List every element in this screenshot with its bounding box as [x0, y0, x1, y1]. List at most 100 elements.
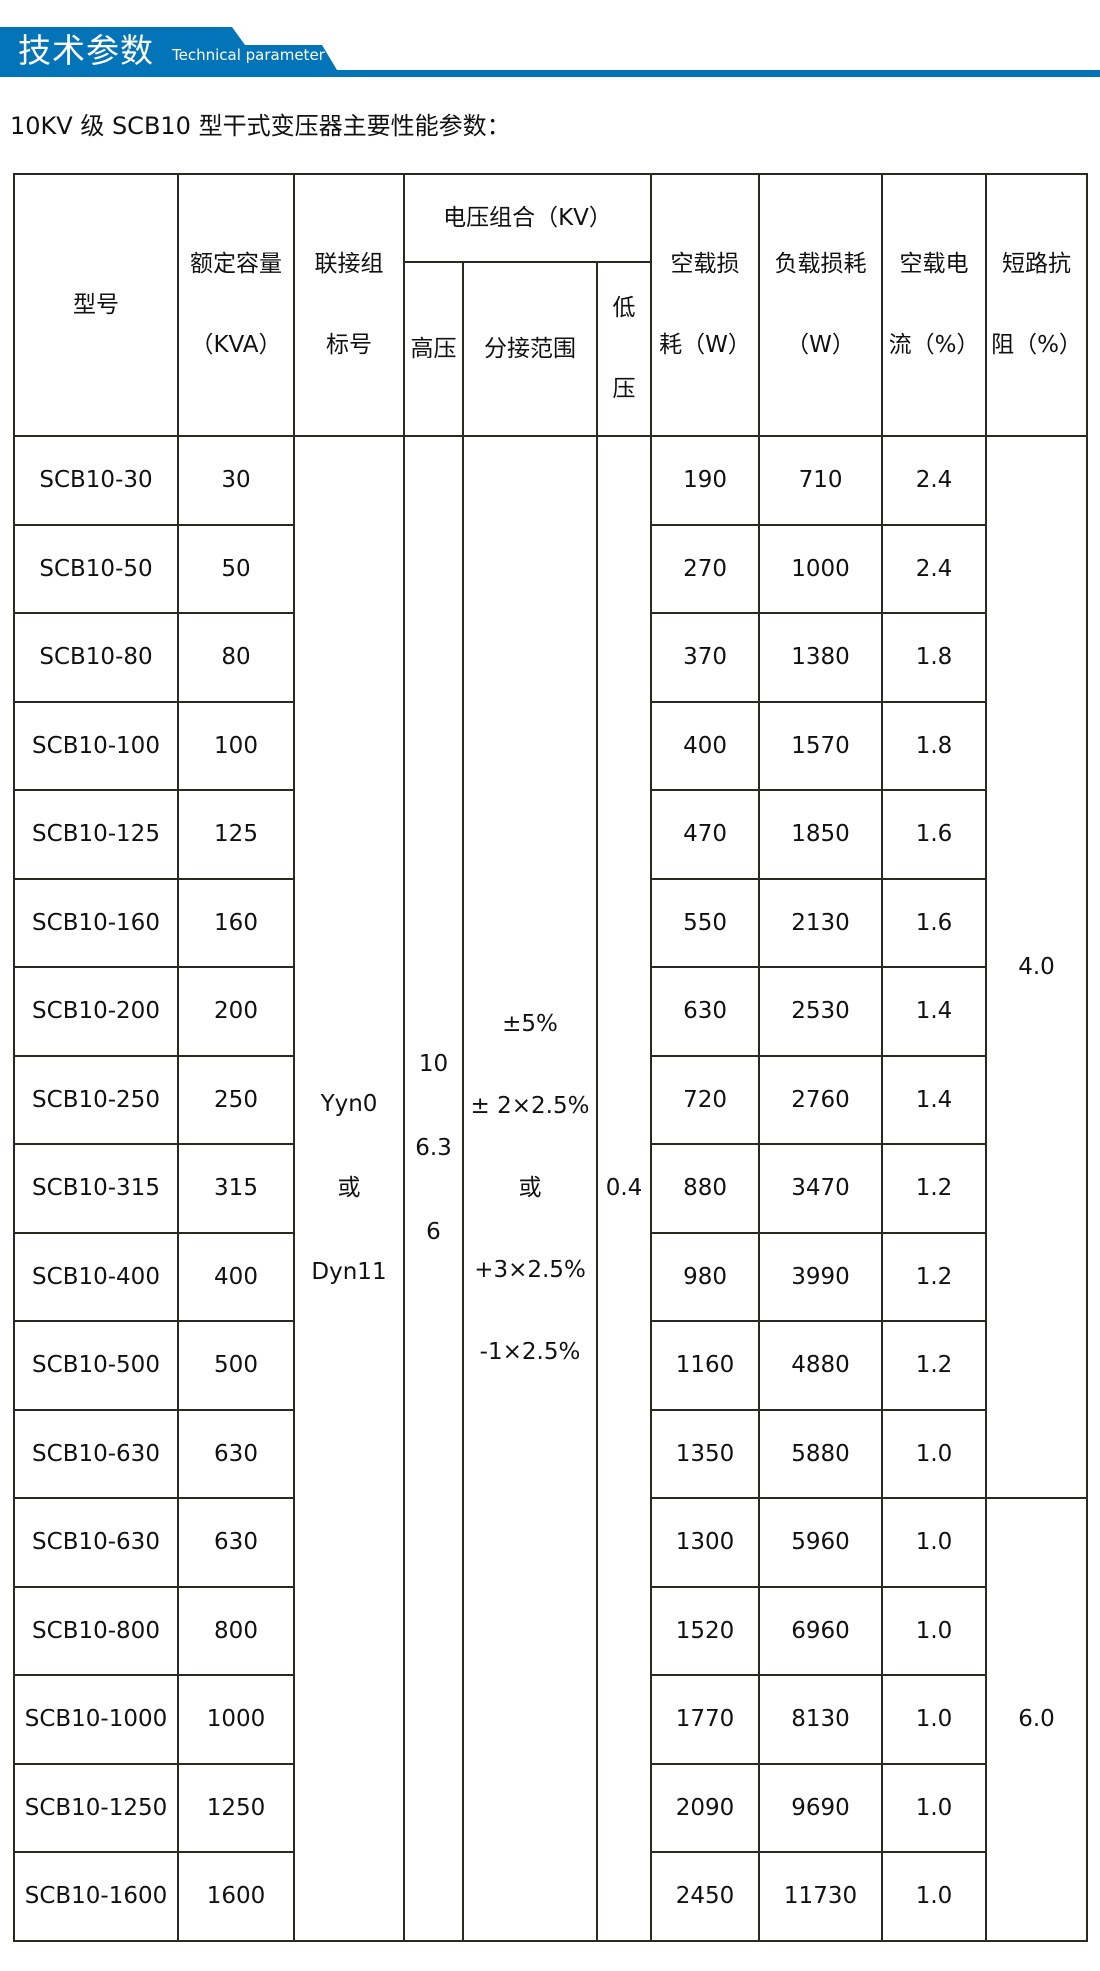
cell-model: SCB10-160 [13, 877, 179, 968]
cell-no-load-loss: 470 [650, 789, 761, 880]
cell-no-load-current: 1.2 [881, 1320, 988, 1411]
header-text: 额定容量 [190, 251, 282, 277]
cell-model: SCB10-250 [13, 1054, 179, 1145]
cell-high-voltage: 10 6.3 6 [403, 435, 464, 1942]
header-connection: 联接组 标号 [293, 173, 405, 437]
cell-no-load-loss: 1160 [650, 1320, 761, 1411]
cell-tap-range-line: -1×2.5% [479, 1339, 581, 1366]
table-row: SCB10-1600 1600 2450 11730 1.0 [13, 1851, 1087, 1942]
table-row: SCB10-315 315 880 3470 1.2 [13, 1143, 1087, 1234]
cell-capacity: 50 [177, 523, 295, 614]
cell-load-loss: 9690 [758, 1762, 884, 1853]
header-model: 型号 [13, 173, 179, 437]
header-low-voltage: 低压 [595, 261, 653, 437]
cell-load-loss: 11730 [758, 1851, 884, 1942]
cell-model: SCB10-400 [13, 1231, 179, 1322]
cell-capacity: 125 [177, 789, 295, 880]
table-row: SCB10-160 160 550 2130 1.6 [13, 877, 1087, 968]
cell-load-loss: 5960 [758, 1497, 884, 1588]
cell-no-load-loss: 720 [650, 1054, 761, 1145]
cell-no-load-loss: 370 [650, 612, 761, 703]
header-text: 标号 [326, 332, 372, 358]
cell-no-load-current: 2.4 [881, 523, 988, 614]
header-text: 流（%） [888, 332, 980, 358]
cell-high-voltage-line: 10 [418, 1051, 449, 1078]
cell-model: SCB10-1250 [13, 1762, 179, 1853]
header-text: 空载损 [670, 251, 740, 277]
cell-connection-line: Dyn11 [311, 1259, 387, 1286]
header-high-voltage: 高压 [403, 261, 464, 437]
header-text: 压 [612, 376, 636, 402]
banner-title: 技术参数 [18, 31, 154, 70]
cell-no-load-loss: 2090 [650, 1762, 761, 1853]
header-text: 阻（%） [991, 332, 1082, 358]
table-row: SCB10-630 630 1300 5960 1.0 6.0 [13, 1497, 1089, 1942]
cell-load-loss: 3990 [758, 1231, 884, 1322]
cell-capacity: 160 [177, 877, 295, 968]
cell-load-loss: 5880 [758, 1408, 884, 1499]
cell-load-loss: 1570 [758, 700, 884, 791]
header-text: 短路抗 [1002, 251, 1072, 277]
cell-no-load-loss: 550 [650, 877, 761, 968]
cell-no-load-loss: 1770 [650, 1674, 761, 1765]
table-row: SCB10-1250 1250 2090 9690 1.0 [13, 1762, 1087, 1853]
table-row: SCB10-80 80 370 1380 1.8 [13, 612, 1087, 703]
cell-no-load-current: 1.0 [881, 1762, 988, 1853]
cell-no-load-loss: 880 [650, 1143, 761, 1234]
section-banner: 技术参数 Technical parameter [0, 27, 1100, 77]
cell-capacity: 200 [177, 966, 295, 1057]
cell-no-load-loss: 630 [650, 966, 761, 1057]
header-load-loss: 负载损耗 （W） [758, 173, 884, 437]
cell-model: SCB10-100 [13, 700, 179, 791]
cell-model: SCB10-125 [13, 789, 179, 880]
banner-subtitle: Technical parameter [172, 46, 325, 64]
cell-no-load-current: 1.4 [881, 966, 988, 1057]
cell-capacity: 630 [177, 1408, 295, 1499]
table-row: SCB10-500 500 1160 4880 1.2 [13, 1320, 1087, 1411]
cell-no-load-current: 1.2 [881, 1231, 988, 1322]
cell-no-load-current: 1.0 [881, 1851, 988, 1942]
cell-load-loss: 4880 [758, 1320, 884, 1411]
cell-model: SCB10-200 [13, 966, 179, 1057]
cell-high-voltage-line: 6.3 [415, 1135, 452, 1162]
table-row: SCB10-125 125 470 1850 1.6 [13, 789, 1087, 880]
cell-capacity: 400 [177, 1231, 295, 1322]
cell-capacity: 800 [177, 1585, 295, 1676]
cell-model: SCB10-1600 [13, 1851, 179, 1942]
header-voltage-group: 电压组合（KV） [402, 173, 653, 263]
cell-connection-line: Yyn0 [320, 1091, 378, 1118]
cell-load-loss: 8130 [758, 1674, 884, 1765]
cell-model: SCB10-630 [13, 1497, 179, 1588]
header-tap-range: 分接范围 [462, 261, 598, 437]
cell-no-load-loss: 190 [650, 435, 761, 526]
cell-no-load-loss: 270 [650, 523, 761, 614]
cell-no-load-current: 1.8 [881, 612, 988, 703]
table-row: SCB10-630 630 1350 5880 1.0 [13, 1408, 1087, 1499]
header-text: （W） [786, 332, 855, 358]
cell-model: SCB10-1000 [13, 1674, 179, 1765]
cell-high-voltage-line: 6 [426, 1219, 441, 1246]
cell-load-loss: 2530 [758, 966, 884, 1057]
cell-model: SCB10-800 [13, 1585, 179, 1676]
cell-capacity: 1600 [177, 1851, 295, 1942]
header-text: 低 [612, 295, 636, 321]
cell-load-loss: 1380 [758, 612, 884, 703]
cell-no-load-current: 1.6 [881, 877, 988, 968]
cell-tap-range-line: ± 2×2.5% [470, 1093, 590, 1120]
document-title: 10KV 级 SCB10 型干式变压器主要性能参数： [10, 112, 511, 140]
cell-no-load-current: 1.4 [881, 1054, 988, 1145]
cell-load-loss: 1850 [758, 789, 884, 880]
cell-no-load-current: 1.0 [881, 1585, 988, 1676]
cell-no-load-loss: 400 [650, 700, 761, 791]
table-row: SCB10-200 200 630 2530 1.4 [13, 966, 1087, 1057]
cell-tap-range: ±5% ± 2×2.5% 或 +3×2.5% -1×2.5% [462, 435, 598, 1942]
cell-tap-range-line: 或 [518, 1175, 542, 1202]
table-row: SCB10-100 100 400 1570 1.8 [13, 700, 1087, 791]
header-text: 空载电 [899, 251, 969, 277]
cell-capacity: 1000 [177, 1674, 295, 1765]
cell-load-loss: 6960 [758, 1585, 884, 1676]
header-text: 负载损耗 [774, 251, 867, 277]
cell-connection: Yyn0 或 Dyn11 [293, 435, 405, 1942]
cell-capacity: 80 [177, 612, 295, 703]
cell-no-load-current: 1.0 [881, 1408, 988, 1499]
